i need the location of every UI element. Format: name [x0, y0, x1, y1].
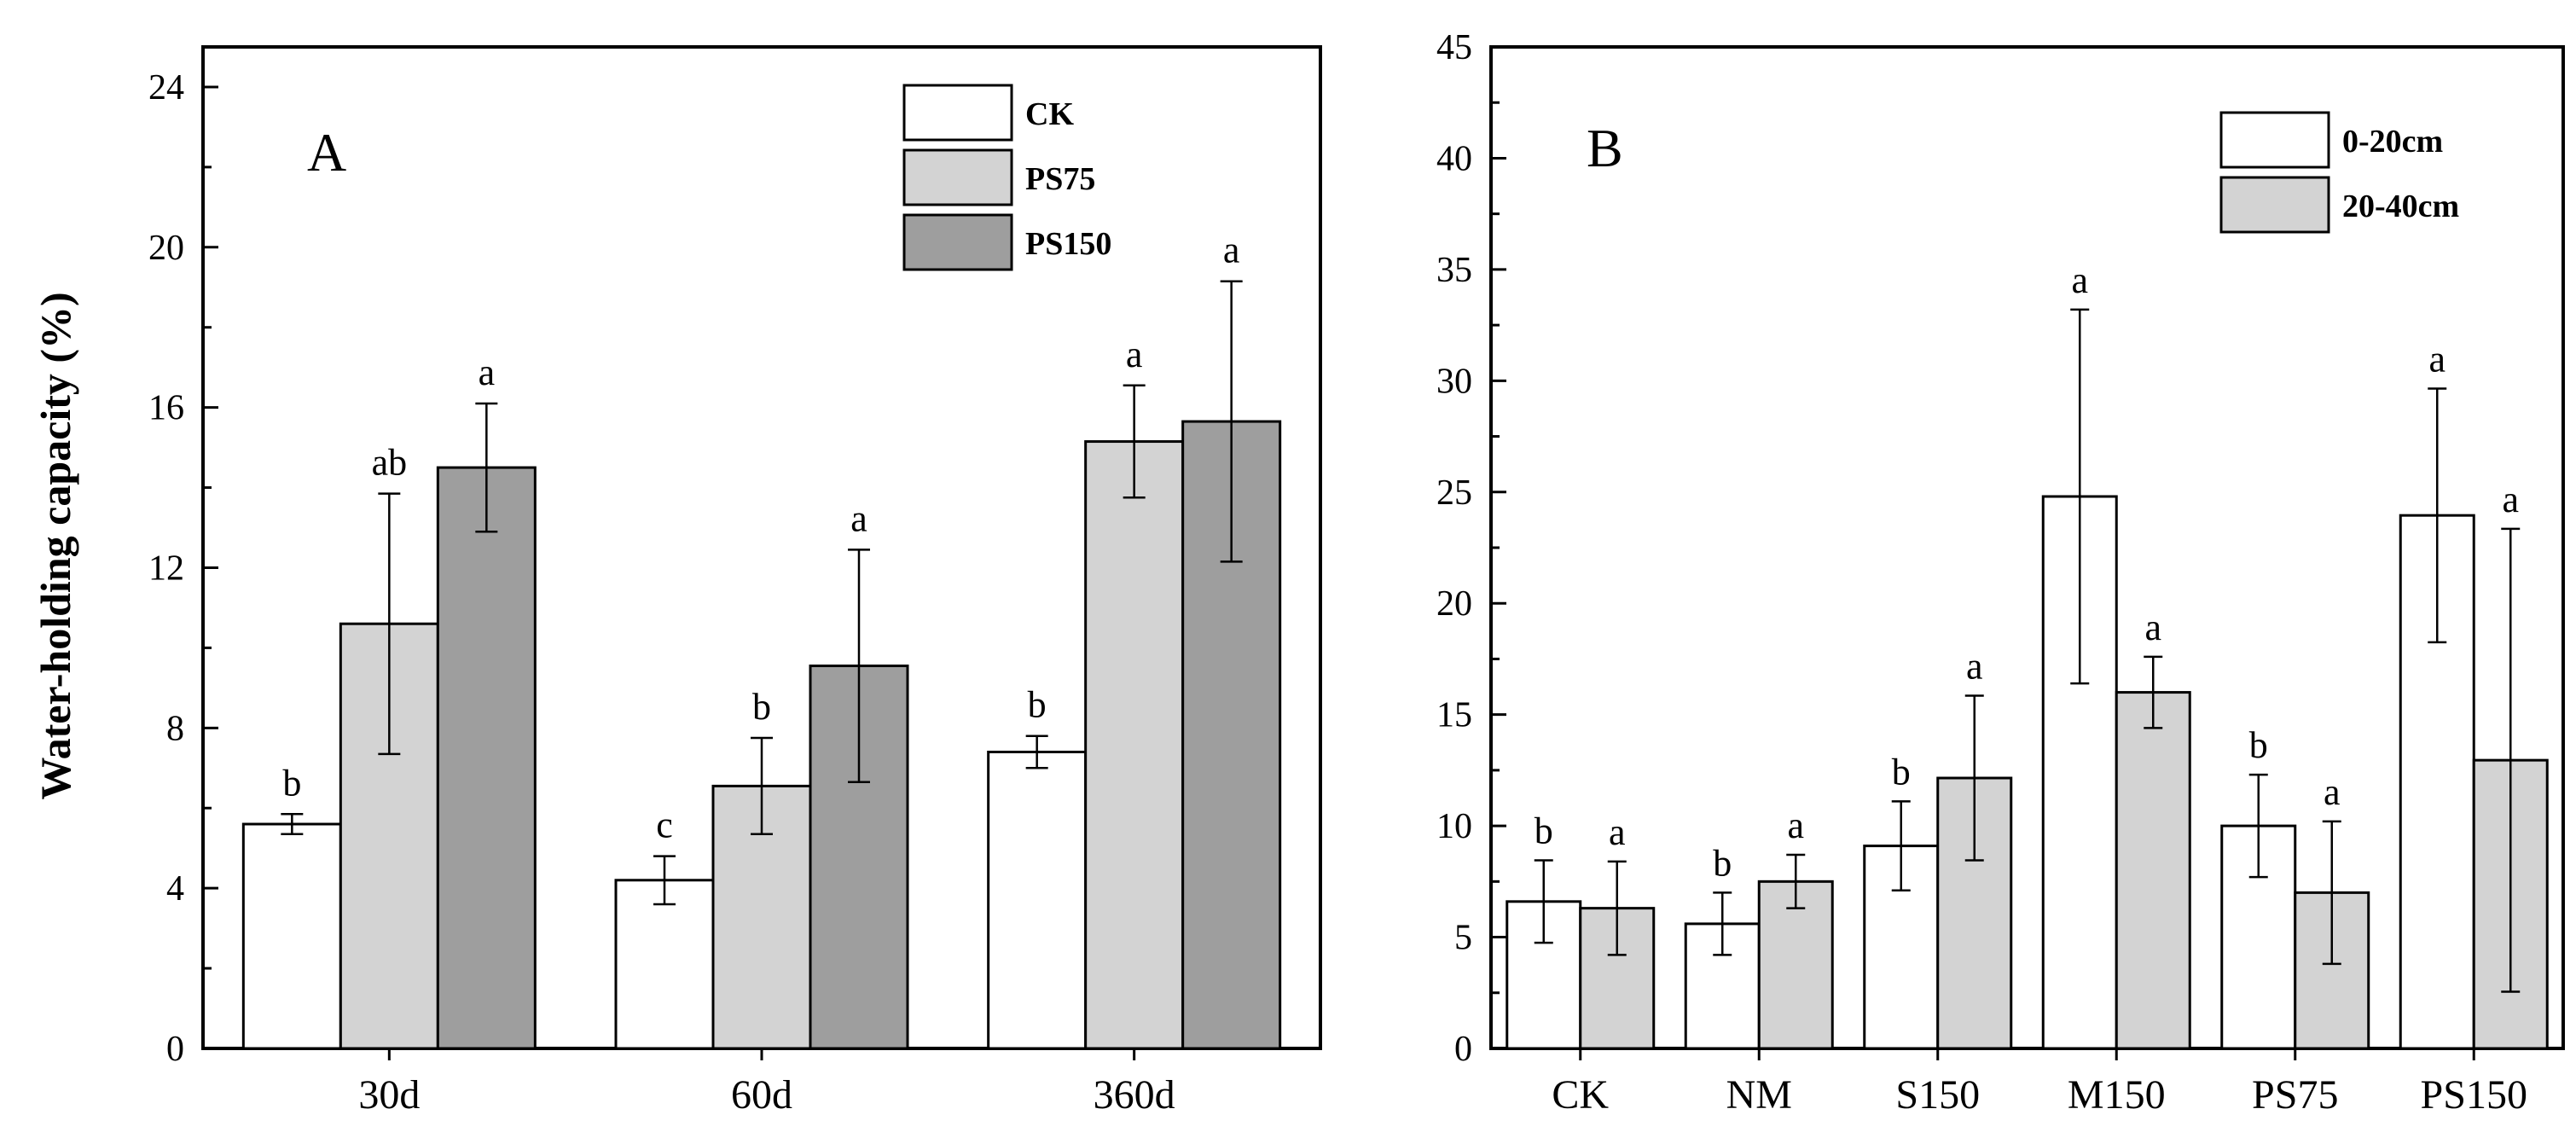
legend-label: 0-20cm	[2342, 124, 2443, 160]
bar	[241, 822, 342, 1050]
legend-swatch	[902, 213, 1013, 271]
y-tick-label: 24	[148, 68, 184, 107]
significance-letter: c	[656, 804, 673, 846]
x-tick-label: M150	[2068, 1072, 2166, 1118]
y-tick-label: 8	[166, 709, 184, 748]
y-tick-label: 45	[1436, 28, 1472, 67]
significance-letter: a	[1126, 334, 1143, 375]
significance-letter: a	[1966, 645, 1983, 687]
y-tick-label: 4	[166, 869, 184, 909]
significance-letter: a	[1609, 811, 1626, 853]
significance-letter: a	[2324, 771, 2341, 813]
legend-swatch	[902, 84, 1013, 142]
x-tick-label: NM	[1726, 1072, 1792, 1118]
y-tick-label: 25	[1436, 473, 1472, 513]
x-tick-label: 60d	[731, 1072, 792, 1118]
significance-letter: ab	[372, 442, 408, 484]
bar	[1684, 922, 1761, 1050]
y-tick-label: 35	[1436, 251, 1472, 290]
significance-letter: a	[2428, 338, 2445, 380]
y-tick-label: 0	[166, 1030, 184, 1069]
legend-swatch	[902, 148, 1013, 206]
panel-b: 0 5 10 15 20 25 30 35 40 45 CK b a NM b a S150 b a M150 a a PS…	[1436, 28, 2565, 1118]
significance-letter: a	[1787, 804, 1804, 846]
y-tick-label: 40	[1436, 139, 1472, 178]
x-tick-label: PS150	[2421, 1072, 2527, 1118]
significance-letter: a	[2144, 607, 2161, 648]
bar	[436, 466, 537, 1050]
y-tick-label: 5	[1454, 919, 1472, 958]
significance-letter: b	[1028, 684, 1047, 726]
y-axis-label: Water-holding capacity (%)	[32, 292, 79, 799]
y-tick-label: 20	[148, 229, 184, 268]
significance-letter: a	[2071, 259, 2088, 301]
bar	[1084, 440, 1185, 1050]
significance-letter: a	[479, 351, 496, 393]
significance-letter: b	[2249, 724, 2268, 766]
panel-a: 0 4 8 12 16 20 24 30d b ab a 60d c b a 360d b a a A Water-ho…	[32, 45, 1322, 1118]
legend-swatch	[2219, 176, 2330, 234]
y-tick-label: 15	[1436, 696, 1472, 735]
legend-label: CK	[1025, 96, 1074, 132]
panel-letter: B	[1587, 118, 1623, 178]
significance-letter: b	[1535, 810, 1553, 852]
significance-letter: b	[282, 762, 301, 804]
y-tick-label: 16	[148, 389, 184, 428]
x-tick-label: PS75	[2252, 1072, 2338, 1118]
significance-letter: a	[2502, 479, 2519, 520]
y-tick-label: 20	[1436, 584, 1472, 624]
bar	[2115, 691, 2191, 1050]
y-tick-label: 10	[1436, 807, 1472, 846]
legend-label: PS150	[1025, 226, 1111, 262]
legend-label: 20-40cm	[2342, 189, 2459, 224]
x-tick-label: 360d	[1094, 1072, 1175, 1118]
legend-swatch	[2219, 111, 2330, 169]
legend-label: PS75	[1025, 161, 1095, 197]
y-tick-label: 30	[1436, 362, 1472, 401]
bar	[614, 879, 715, 1050]
x-tick-label: CK	[1552, 1072, 1609, 1118]
x-tick-label: S150	[1895, 1072, 1980, 1118]
panel-letter: A	[307, 122, 346, 183]
significance-letter: b	[752, 686, 771, 728]
y-tick-label: 0	[1454, 1030, 1472, 1069]
bar	[1757, 880, 1834, 1050]
significance-letter: b	[1713, 842, 1732, 884]
significance-letter: b	[1892, 751, 1911, 793]
significance-letter: a	[1223, 229, 1240, 271]
x-tick-label: 30d	[358, 1072, 420, 1118]
significance-letter: a	[850, 497, 867, 539]
bar	[987, 750, 1088, 1050]
y-tick-label: 12	[148, 549, 184, 588]
